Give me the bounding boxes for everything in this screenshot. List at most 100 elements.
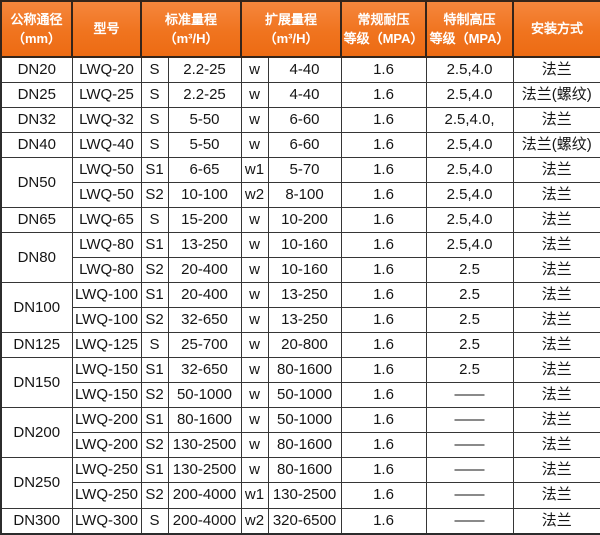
cell-std-grade: S: [140, 207, 169, 234]
cell-ext-range: 20-800: [267, 332, 342, 359]
cell-ext-range: 80-1600: [267, 357, 342, 384]
cell-high-pressure: 2.5,4.0: [425, 82, 514, 109]
header-high-pressure: 特制高压 等级（MPA）: [425, 0, 515, 58]
cell-model: LWQ-150: [71, 357, 142, 384]
cell-ext-range: 8-100: [267, 182, 342, 209]
cell-ext-grade: w: [240, 207, 269, 234]
cell-std-grade: S1: [140, 407, 169, 434]
cell-normal-pressure: 1.6: [340, 407, 427, 434]
cell-normal-pressure: 1.6: [340, 56, 427, 84]
cell-diameter: DN20: [0, 56, 73, 84]
cell-ext-range: 4-40: [267, 56, 342, 84]
cell-normal-pressure: 1.6: [340, 207, 427, 234]
cell-installation: 法兰: [512, 407, 600, 434]
cell-model: LWQ-50: [71, 157, 142, 184]
table-row: DN100 LWQ-100 S1 20-400 w 13-250 1.6 2.5…: [0, 282, 600, 334]
cell-model: LWQ-50: [71, 182, 142, 209]
cell-diameter: DN80: [0, 232, 73, 284]
header-extended-range: 扩展量程 （m³/H）: [240, 0, 343, 58]
cell-model: LWQ-250: [71, 482, 142, 509]
table-row: DN50 LWQ-50 S1 6-65 w1 5-70 1.6 2.5,4.0 …: [0, 157, 600, 209]
cell-installation: 法兰: [512, 182, 600, 209]
cell-model: LWQ-100: [71, 307, 142, 334]
cell-high-pressure: ——: [425, 407, 514, 434]
cell-std-range: 32-650: [167, 357, 242, 384]
cell-ext-range: 13-250: [267, 282, 342, 309]
cell-high-pressure: 2.5: [425, 357, 514, 384]
cell-ext-grade: w2: [240, 182, 269, 209]
cell-std-range: 6-65: [167, 157, 242, 184]
cell-std-grade: S: [140, 56, 169, 84]
cell-high-pressure: 2.5: [425, 257, 514, 284]
cell-normal-pressure: 1.6: [340, 382, 427, 409]
table-row: DN150 LWQ-150 S1 32-650 w 80-1600 1.6 2.…: [0, 357, 600, 409]
cell-ext-grade: w: [240, 357, 269, 384]
cell-ext-grade: w: [240, 107, 269, 134]
cell-ext-range: 10-200: [267, 207, 342, 234]
cell-ext-grade: w: [240, 257, 269, 284]
cell-diameter: DN150: [0, 357, 73, 409]
table-row: DN20 LWQ-20 S 2.2-25 w 4-40 1.6 2.5,4.0 …: [0, 56, 600, 84]
cell-std-grade: S2: [140, 432, 169, 459]
cell-diameter: DN40: [0, 132, 73, 159]
cell-high-pressure: ——: [425, 507, 514, 535]
cell-diameter: DN300: [0, 507, 73, 535]
cell-high-pressure: 2.5: [425, 307, 514, 334]
cell-installation: 法兰: [512, 382, 600, 409]
cell-std-grade: S1: [140, 232, 169, 259]
cell-std-range: 5-50: [167, 132, 242, 159]
cell-high-pressure: 2.5: [425, 282, 514, 309]
cell-std-range: 10-100: [167, 182, 242, 209]
table-row: DN250 LWQ-250 S1 130-2500 w 80-1600 1.6 …: [0, 457, 600, 509]
cell-ext-grade: w: [240, 457, 269, 484]
cell-ext-range: 320-6500: [267, 507, 342, 535]
cell-diameter: DN65: [0, 207, 73, 234]
cell-model: LWQ-250: [71, 457, 142, 484]
cell-std-range: 32-650: [167, 307, 242, 334]
cell-model: LWQ-32: [71, 107, 142, 134]
cell-ext-grade: w: [240, 332, 269, 359]
table-row: DN40 LWQ-40 S 5-50 w 6-60 1.6 2.5,4.0 法兰…: [0, 132, 600, 159]
table-row: DN300 LWQ-300 S 200-4000 w2 320-6500 1.6…: [0, 507, 600, 535]
cell-std-range: 200-4000: [167, 507, 242, 535]
header-model: 型号: [71, 0, 142, 58]
cell-std-grade: S: [140, 132, 169, 159]
cell-installation: 法兰: [512, 482, 600, 509]
cell-std-range: 2.2-25: [167, 82, 242, 109]
header-installation: 安装方式: [512, 0, 600, 58]
table-row: LWQ-200 S2 130-2500 w 80-1600 1.6 —— 法兰: [1, 432, 600, 459]
cell-model: LWQ-80: [71, 257, 142, 284]
cell-std-grade: S2: [140, 307, 169, 334]
cell-ext-grade: w: [240, 307, 269, 334]
cell-installation: 法兰: [512, 207, 600, 234]
cell-high-pressure: 2.5,4.0: [425, 182, 514, 209]
table-row: DN80 LWQ-80 S1 13-250 w 10-160 1.6 2.5,4…: [0, 232, 600, 284]
cell-installation: 法兰: [512, 257, 600, 284]
cell-diameter: DN50: [0, 157, 73, 209]
cell-std-range: 80-1600: [167, 407, 242, 434]
cell-std-grade: S1: [140, 157, 169, 184]
table-row: LWQ-250 S2 200-4000 w1 130-2500 1.6 —— 法…: [1, 482, 600, 509]
cell-std-range: 15-200: [167, 207, 242, 234]
table-row: LWQ-80 S2 20-400 w 10-160 1.6 2.5 法兰: [1, 257, 600, 284]
cell-std-grade: S1: [140, 282, 169, 309]
cell-model: LWQ-150: [71, 382, 142, 409]
cell-ext-grade: w1: [240, 482, 269, 509]
cell-ext-range: 50-1000: [267, 407, 342, 434]
cell-ext-range: 5-70: [267, 157, 342, 184]
cell-std-range: 200-4000: [167, 482, 242, 509]
table-row: DN125 LWQ-125 S 25-700 w 20-800 1.6 2.5 …: [0, 332, 600, 359]
cell-installation: 法兰: [512, 56, 600, 84]
cell-normal-pressure: 1.6: [340, 307, 427, 334]
cell-high-pressure: 2.5,4.0: [425, 56, 514, 84]
table-row: DN200 LWQ-200 S1 80-1600 w 50-1000 1.6 —…: [0, 407, 600, 459]
table-row: DN32 LWQ-32 S 5-50 w 6-60 1.6 2.5,4.0, 法…: [0, 107, 600, 134]
cell-std-grade: S2: [140, 482, 169, 509]
cell-std-range: 5-50: [167, 107, 242, 134]
cell-std-range: 50-1000: [167, 382, 242, 409]
cell-ext-range: 10-160: [267, 257, 342, 284]
cell-std-range: 20-400: [167, 282, 242, 309]
cell-std-grade: S1: [140, 457, 169, 484]
